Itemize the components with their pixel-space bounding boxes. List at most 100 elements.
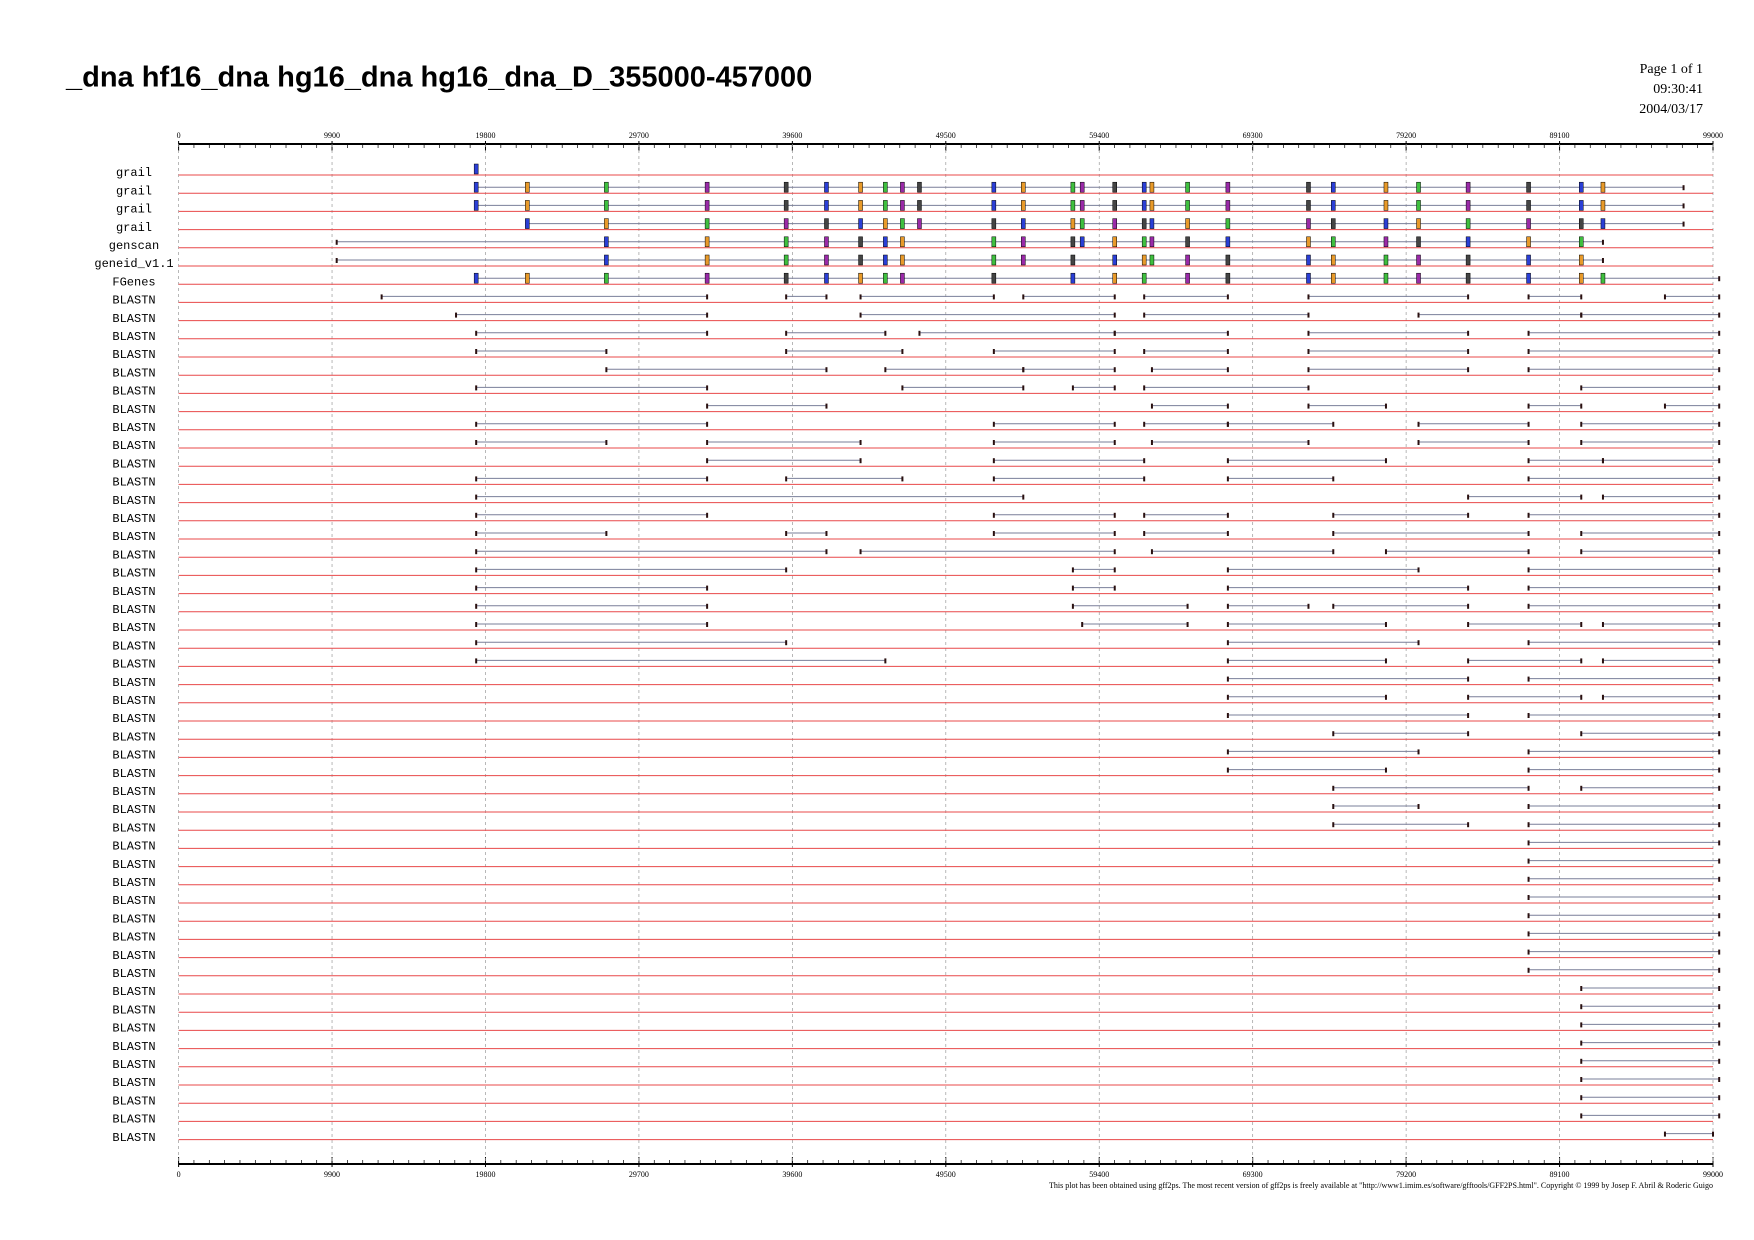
track-label: BLASTN (112, 530, 155, 544)
hit-start (1150, 367, 1153, 373)
hit-end (1718, 294, 1721, 300)
hit-end (1226, 403, 1229, 409)
hit-start (1527, 767, 1530, 773)
hit-start (475, 494, 478, 500)
hit-end (1226, 531, 1229, 536)
exon (1306, 181, 1311, 193)
exon (783, 200, 789, 211)
exon (1185, 181, 1190, 193)
hit-end (1718, 749, 1721, 755)
hit-start (706, 403, 709, 409)
hit-start (1580, 1004, 1583, 1010)
hit-start (1143, 385, 1146, 391)
hit-end (1718, 858, 1721, 864)
track-label: BLASTN (112, 1113, 155, 1127)
exon (1112, 254, 1117, 266)
hit-start (1150, 403, 1153, 409)
exon (1331, 218, 1336, 229)
exon (1079, 200, 1085, 211)
hit-start (1071, 385, 1074, 391)
hit-end (1682, 203, 1685, 209)
hit-start (1580, 1058, 1583, 1064)
exon (1149, 236, 1155, 248)
exon (917, 181, 922, 193)
exon (473, 272, 479, 284)
hit-end (1580, 622, 1583, 627)
hit-end (1718, 385, 1721, 391)
exon (525, 218, 530, 229)
exon (900, 218, 905, 229)
hit-start (1527, 895, 1530, 900)
hit-end (825, 531, 828, 536)
hit-end (1718, 640, 1721, 646)
exon (1070, 200, 1076, 211)
hit-start (1226, 421, 1229, 427)
exon (1021, 200, 1026, 211)
exon (1141, 181, 1147, 193)
hit-end (1718, 421, 1721, 427)
exon (1185, 200, 1190, 211)
hit-start (1071, 585, 1074, 591)
hit-start (1467, 494, 1470, 500)
exon (1416, 254, 1421, 266)
hit-start (785, 476, 788, 482)
hit-start (1527, 640, 1530, 646)
hit-start (859, 312, 862, 318)
exon (1331, 272, 1336, 284)
hit-end (1718, 658, 1721, 664)
exon (604, 218, 609, 229)
hit-start (1081, 622, 1084, 627)
hit-start (785, 349, 788, 354)
hit-end (1113, 312, 1116, 318)
hit-end (1580, 403, 1583, 409)
exon (1579, 254, 1584, 266)
hit-end (1718, 622, 1721, 627)
hit-start (1601, 694, 1604, 700)
exon (1526, 254, 1531, 266)
hit-end (1527, 440, 1530, 445)
hit-start (1527, 294, 1530, 300)
hit-start (1467, 658, 1470, 664)
exon (1185, 272, 1190, 284)
track-label: BLASTN (112, 894, 155, 908)
hit-end (1417, 567, 1420, 573)
hit-start (1527, 840, 1530, 846)
hit-start (1601, 658, 1604, 664)
exon (917, 200, 922, 211)
hit-end (1467, 822, 1470, 828)
track-label: BLASTN (112, 294, 155, 308)
hit-end (1718, 367, 1721, 373)
hit-end (1527, 421, 1530, 427)
x-tick-label: 49500 (936, 1170, 956, 1179)
exon (1141, 200, 1147, 211)
x-tick-label: 29700 (629, 1170, 649, 1179)
hit-end (1718, 494, 1721, 500)
hit-end (1718, 458, 1721, 464)
exon (604, 272, 609, 284)
hit-end (884, 658, 887, 664)
hit-end (1113, 367, 1116, 373)
hit-end (1601, 258, 1604, 263)
track-label: BLASTN (112, 476, 155, 490)
hit-start (475, 476, 478, 482)
exon (1141, 272, 1147, 284)
hit-start (1580, 385, 1583, 391)
track-label: BLASTN (112, 712, 155, 726)
exon (858, 200, 863, 211)
hit-end (1226, 349, 1229, 354)
hit-start (1580, 312, 1583, 318)
hit-start (1143, 294, 1146, 300)
chart-title: _dna hf16_dna hg16_dna hg16_dna_D_355000… (65, 62, 812, 94)
hit-start (1527, 567, 1530, 573)
exon (1141, 236, 1147, 248)
exon (604, 181, 609, 193)
hit-end (1307, 603, 1310, 609)
track-label: grail (116, 166, 152, 180)
hit-start (605, 367, 608, 373)
exon (783, 236, 789, 248)
track-label: BLASTN (112, 567, 155, 581)
hit-start (380, 294, 383, 300)
hit-end (1384, 694, 1387, 700)
exon (1331, 200, 1336, 211)
hit-start (785, 330, 788, 336)
